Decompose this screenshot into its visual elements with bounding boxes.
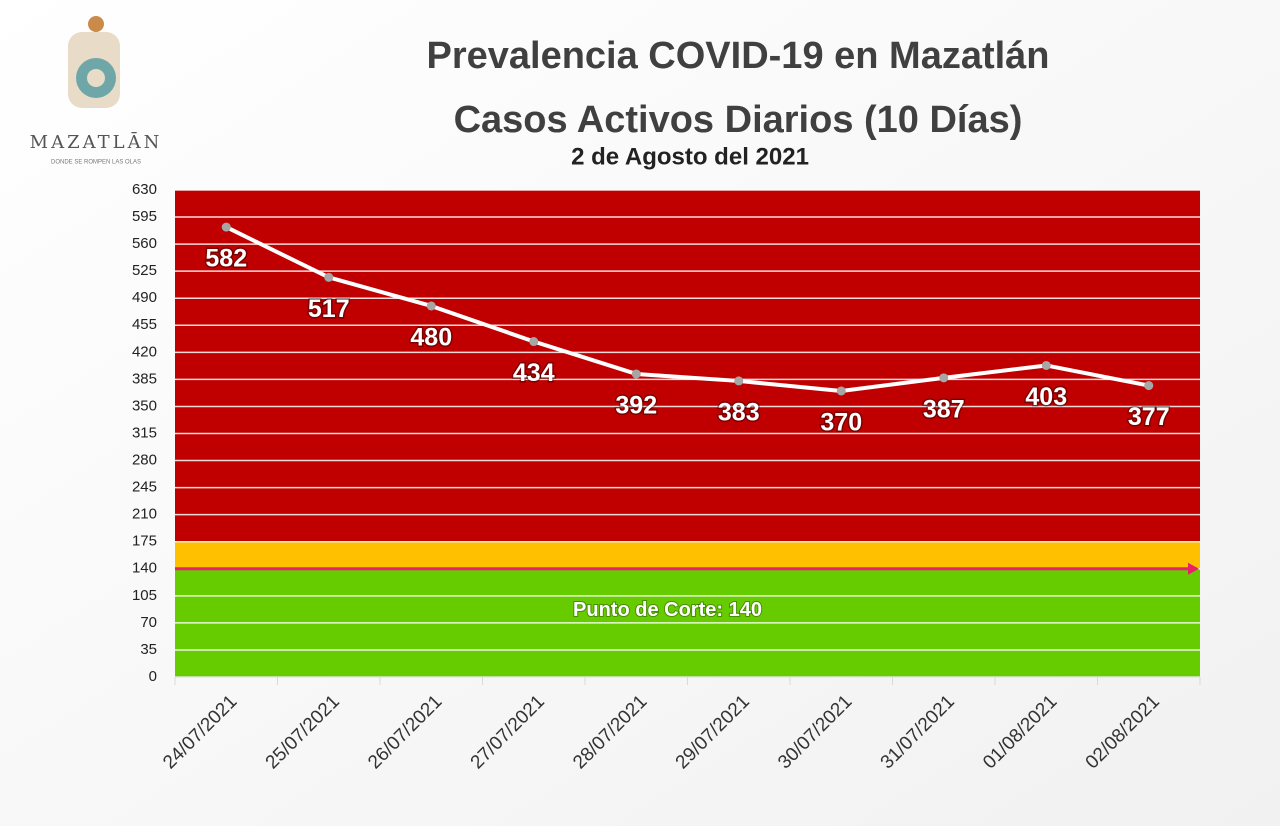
logo-tagline: DONDE SE ROMPEN LAS OLAS	[51, 160, 141, 166]
logo: MAZATLĀN DONDE SE ROMPEN LAS OLAS	[30, 16, 163, 166]
y-tick-label: 525	[132, 262, 157, 279]
y-tick-label: 280	[132, 452, 157, 469]
data-point	[426, 301, 436, 311]
data-point	[529, 337, 539, 347]
y-tick-label: 385	[132, 370, 157, 387]
chart-subtitle: 2 de Agosto del 2021	[571, 143, 809, 170]
logo-name: MAZATLĀN	[30, 130, 163, 153]
threshold-label: Punto de Corte: 140	[573, 599, 762, 621]
data-point	[631, 369, 641, 379]
y-tick-label: 210	[132, 506, 157, 523]
logo-shape	[87, 69, 105, 87]
chart-title: Casos Activos Diarios (10 Días)	[454, 99, 1023, 141]
data-label: 403	[1025, 383, 1067, 411]
data-point	[836, 386, 846, 396]
data-point	[324, 272, 334, 282]
data-label: 392	[615, 392, 657, 420]
y-tick-label: 315	[132, 424, 157, 441]
y-tick-label: 350	[132, 397, 157, 414]
y-tick-label: 455	[132, 316, 157, 333]
data-label: 383	[718, 399, 760, 427]
data-label: 582	[205, 245, 247, 273]
data-point	[221, 222, 231, 232]
y-tick-label: 595	[132, 208, 157, 225]
chart-title: Prevalencia COVID-19 en Mazatlán	[426, 35, 1049, 77]
logo-shape	[88, 16, 104, 32]
data-point	[939, 373, 949, 383]
data-label: 377	[1128, 403, 1170, 431]
data-line	[225, 225, 1150, 393]
data-point	[1144, 381, 1154, 391]
y-tick-label: 140	[132, 560, 157, 577]
y-tick-label: 70	[140, 614, 157, 631]
y-tick-label: 35	[140, 641, 157, 658]
data-label: 387	[923, 395, 965, 423]
y-tick-label: 490	[132, 289, 157, 306]
y-tick-label: 245	[132, 479, 157, 496]
y-tick-label: 420	[132, 343, 157, 360]
y-tick-label: 0	[149, 668, 157, 685]
zone-band	[175, 541, 1200, 569]
threshold-arrow	[1188, 562, 1199, 575]
y-tick-label: 105	[132, 587, 157, 604]
data-point	[1041, 360, 1051, 370]
data-point	[734, 376, 744, 386]
data-label: 480	[410, 324, 452, 352]
data-label: 434	[513, 359, 555, 387]
data-label: 370	[820, 409, 862, 437]
data-label: 517	[308, 295, 350, 323]
y-tick-label: 630	[132, 181, 157, 198]
y-tick-label: 560	[132, 235, 157, 252]
y-tick-label: 175	[132, 533, 157, 550]
